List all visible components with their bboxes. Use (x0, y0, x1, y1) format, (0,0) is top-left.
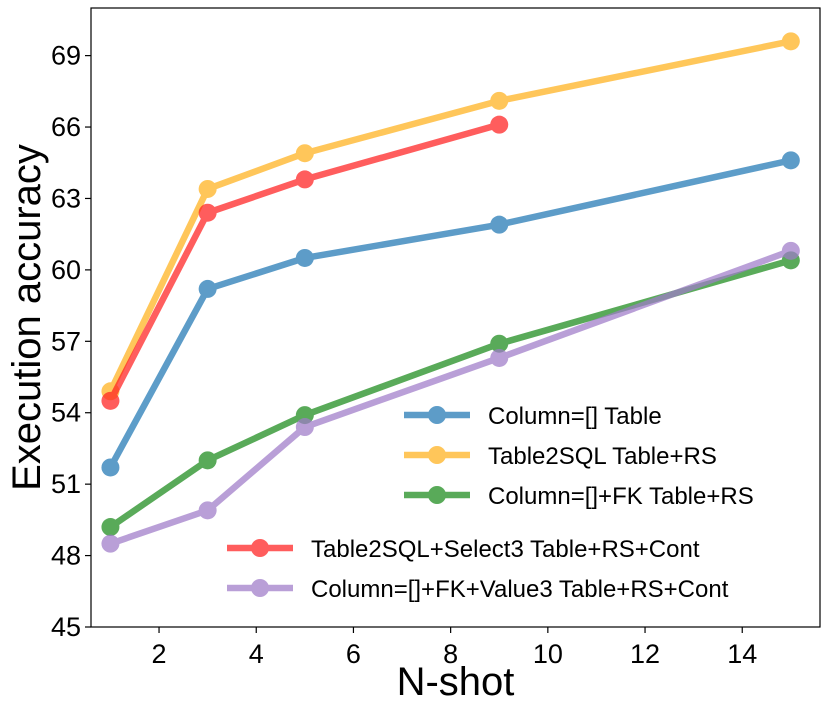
data-point (295, 170, 314, 189)
series-layer (101, 32, 800, 553)
y-tick-label: 51 (51, 469, 81, 499)
series-1 (101, 151, 800, 477)
series-3 (101, 251, 800, 537)
data-point (295, 248, 314, 267)
data-point (198, 451, 217, 470)
legend-marker (428, 446, 446, 464)
x-axis: 2 4 6 8 10 12 14 (152, 627, 757, 669)
legend-swatch (404, 446, 470, 464)
legend-entry: Table2SQL+Select3 Table+RS+Cont (227, 536, 700, 563)
legend-label: Table2SQL+Select3 Table+RS+Cont (311, 536, 700, 563)
legend: Column=[] Table Table2SQL Table+RS Column=… (227, 403, 754, 603)
legend-swatch (404, 406, 470, 424)
plot-area-frame (90, 7, 821, 628)
data-point (781, 151, 800, 170)
series-5 (101, 241, 800, 553)
y-tick-label: 57 (51, 326, 81, 356)
data-point (490, 348, 509, 367)
data-point (781, 32, 800, 51)
series-2 (101, 32, 800, 401)
data-point (198, 179, 217, 198)
legend-entry: Column=[]+FK Table+RS (404, 483, 754, 510)
data-point (101, 391, 120, 410)
legend-label: Table2SQL Table+RS (488, 443, 717, 470)
data-point (490, 91, 509, 110)
x-tick-label: 4 (249, 639, 264, 669)
x-tick-label: 6 (346, 639, 361, 669)
data-point (101, 518, 120, 537)
data-point (198, 279, 217, 298)
data-point (101, 458, 120, 477)
data-point (490, 334, 509, 353)
y-tick-label: 48 (51, 541, 81, 571)
legend-marker (428, 406, 446, 424)
legend-swatch (227, 539, 293, 557)
x-tick-label: 10 (533, 639, 563, 669)
y-tick-label: 54 (51, 398, 81, 428)
legend-entry: Column=[]+FK+Value3 Table+RS+Cont (227, 576, 729, 603)
data-point (198, 501, 217, 520)
series-line (107, 121, 503, 405)
data-point (490, 215, 509, 234)
legend-label: Column=[]+FK Table+RS (488, 483, 754, 510)
x-tick-label: 12 (630, 639, 660, 669)
x-tick-label: 8 (443, 639, 458, 669)
data-point (490, 115, 509, 134)
legend-marker (428, 486, 446, 504)
y-tick-label: 63 (51, 183, 81, 213)
legend-entry: Column=[] Table (404, 403, 662, 430)
legend-entry: Table2SQL Table+RS (404, 443, 717, 470)
legend-marker (251, 539, 269, 557)
legend-label: Column=[] Table (488, 403, 662, 430)
legend-marker (251, 579, 269, 597)
legend-swatch (404, 486, 470, 504)
legend-swatch (227, 579, 293, 597)
y-tick-label: 69 (51, 41, 81, 71)
y-axis-label: Execution accuracy (5, 144, 49, 491)
data-point (198, 203, 217, 222)
data-point (295, 144, 314, 163)
x-tick-label: 14 (727, 639, 757, 669)
legend-label: Column=[]+FK+Value3 Table+RS+Cont (311, 576, 729, 603)
x-tick-label: 2 (152, 639, 167, 669)
y-tick-label: 45 (51, 612, 81, 642)
data-point (101, 534, 120, 553)
y-tick-label: 60 (51, 255, 81, 285)
x-axis-label: N-shot (397, 660, 515, 704)
data-point (781, 241, 800, 260)
y-tick-label: 66 (51, 112, 81, 142)
y-axis: 45 48 51 54 57 60 63 66 69 (51, 41, 91, 642)
series-4 (101, 115, 509, 410)
data-point (295, 418, 314, 437)
